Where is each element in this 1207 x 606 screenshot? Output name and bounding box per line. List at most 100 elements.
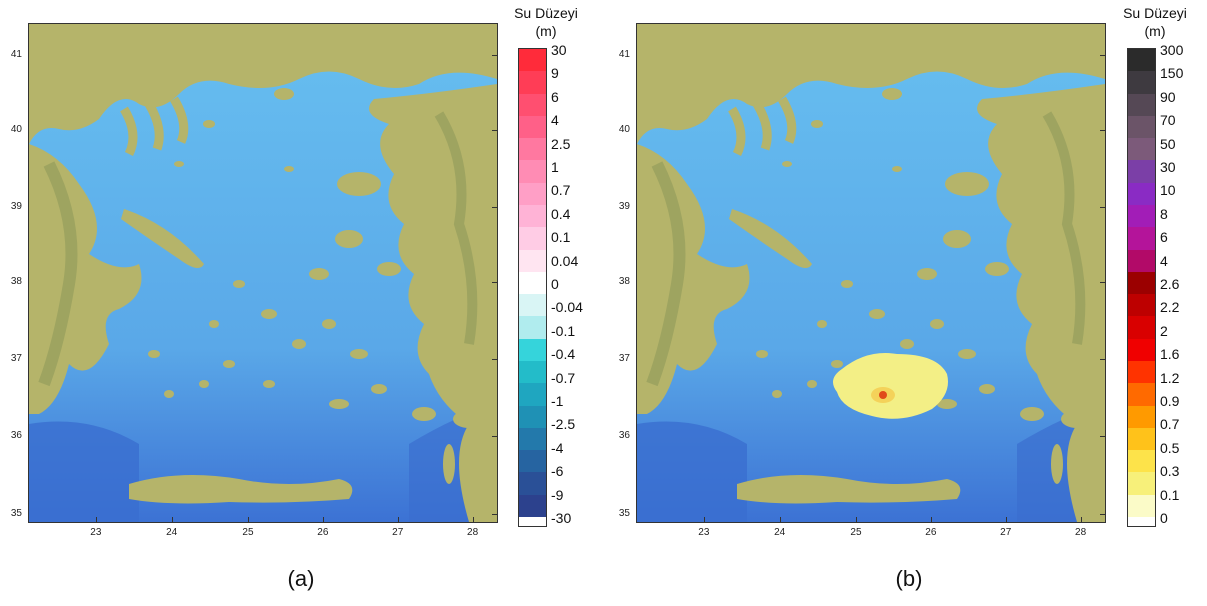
x-tick-label: 25 (242, 527, 254, 538)
colorbar-swatch (519, 249, 546, 272)
x-tick-label: 27 (392, 527, 404, 538)
colorbar-label: 2.5 (551, 135, 571, 152)
legend-title-b: Su Düzeyi (m) (1123, 5, 1187, 39)
y-tick-mark (1100, 513, 1105, 515)
y-tick-label: 35 (618, 507, 630, 519)
x-tick-mark (779, 517, 781, 522)
y-tick-mark (492, 207, 497, 209)
y-tick-label: 36 (10, 430, 22, 442)
colorbar-swatch (519, 271, 546, 295)
aegean-sea-map-b (636, 23, 1106, 523)
colorbar-label: 0.7 (1160, 416, 1180, 433)
y-tick-label: 37 (10, 353, 22, 365)
y-tick-label: 41 (10, 49, 22, 61)
colorbar-label: 0.9 (1160, 393, 1180, 409)
colorbar-swatch (1128, 249, 1155, 272)
colorbar-swatch (519, 472, 546, 495)
colorbar-swatch (1128, 383, 1155, 406)
x-tick-label: 23 (90, 527, 102, 538)
colorbar-label: 2.6 (1160, 276, 1180, 292)
caption-a: (a) (287, 566, 315, 591)
x-tick-label: 28 (1075, 527, 1087, 538)
colorbar-swatch (519, 49, 546, 72)
x-tick-label: 25 (850, 527, 862, 538)
colorbar-label: 300 (1160, 42, 1184, 58)
y-tick-mark (1100, 436, 1105, 438)
y-tick-mark (492, 130, 497, 132)
x-tick-mark (472, 517, 474, 522)
x-tick-label: 23 (698, 527, 710, 538)
colorbar-swatch (519, 227, 546, 250)
colorbar-label: 1.2 (1160, 369, 1180, 386)
colorbar-label: 0.04 (551, 252, 579, 269)
y-tick-mark (1100, 207, 1105, 209)
colorbar-swatch (1128, 450, 1155, 473)
x-tick-label: 28 (467, 527, 479, 538)
y-tick-mark (1100, 55, 1105, 57)
y-tick-label: 36 (618, 430, 630, 442)
y-tick-label: 41 (618, 49, 630, 61)
colorbar-swatch (519, 204, 546, 228)
colorbar-swatch (519, 71, 546, 94)
colorbar-swatch (519, 138, 546, 161)
colorbar-label: -4 (551, 439, 564, 456)
colorbar-label: 4 (1160, 252, 1168, 269)
x-tick-label: 26 (925, 527, 937, 538)
y-tick-label: 39 (10, 201, 22, 213)
y-tick-mark (1100, 130, 1105, 132)
colorbar-swatch (519, 294, 546, 317)
colorbar-label: -1 (551, 393, 564, 409)
x-tick-mark (703, 517, 705, 522)
colorbar-a (518, 48, 547, 527)
colorbar-swatch (1128, 160, 1155, 183)
colorbar-label: 9 (551, 65, 559, 82)
colorbar-label: 0.1 (551, 229, 571, 246)
colorbar-label: 0.7 (551, 182, 571, 199)
y-tick-mark (492, 436, 497, 438)
colorbar-label: 6 (1160, 229, 1168, 246)
y-tick-label: 39 (618, 201, 630, 213)
colorbar-label: -9 (551, 486, 564, 503)
colorbar-swatch (1128, 338, 1155, 361)
colorbar-label: -2.5 (551, 416, 576, 433)
colorbar-label: 10 (1160, 182, 1176, 199)
y-tick-mark (1100, 359, 1105, 361)
x-tick-mark (397, 517, 399, 522)
colorbar-label: -0.4 (551, 346, 576, 363)
colorbar-swatch (1128, 49, 1155, 72)
colorbar-swatch (1128, 472, 1155, 495)
colorbar-label: 90 (1160, 88, 1176, 105)
colorbar-label: 30 (551, 42, 567, 58)
colorbar-label: 6 (551, 88, 559, 105)
caption-b: (b) (895, 566, 923, 591)
colorbar-swatch (1128, 427, 1155, 451)
y-tick-mark (492, 55, 497, 57)
x-tick-mark (855, 517, 857, 522)
x-tick-mark (171, 517, 173, 522)
colorbar-label: 4 (551, 112, 559, 129)
colorbar-label: 2 (1160, 322, 1168, 339)
colorbar-swatch (519, 405, 546, 428)
colorbar-swatch (1128, 271, 1155, 295)
colorbar-label: 0.3 (1160, 463, 1180, 480)
colorbar-swatch (519, 383, 546, 406)
x-tick-mark (1080, 517, 1082, 522)
colorbar-swatch (1128, 294, 1155, 317)
colorbar-label: 50 (1160, 135, 1176, 152)
y-tick-mark (492, 359, 497, 361)
x-tick-mark (322, 517, 324, 522)
colorbar-swatch (1128, 93, 1155, 116)
y-tick-mark (1100, 281, 1105, 283)
colorbar-swatch (1128, 138, 1155, 161)
y-tick-mark (492, 513, 497, 515)
colorbar-swatch (519, 427, 546, 451)
colorbar-swatch (519, 93, 546, 116)
x-tick-label: 24 (166, 527, 178, 538)
colorbar-swatch (519, 115, 546, 139)
y-tick-label: 40 (618, 124, 630, 136)
y-tick-mark (492, 281, 497, 283)
colorbar-label: 70 (1160, 112, 1176, 129)
colorbar-swatch (519, 182, 546, 205)
colorbar-swatch (1128, 405, 1155, 428)
colorbar-swatch (519, 316, 546, 339)
